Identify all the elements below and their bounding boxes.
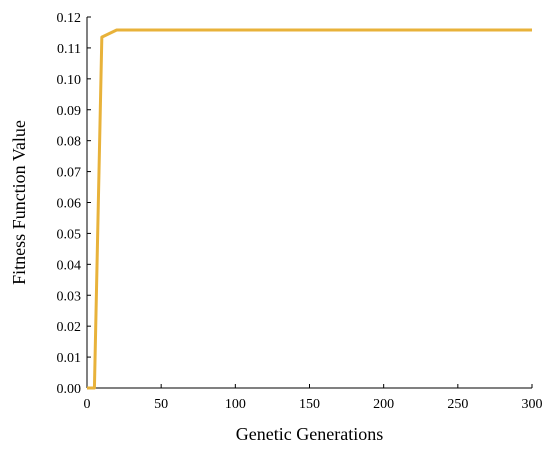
- y-axis-title: Fitness Function Value: [9, 120, 29, 285]
- y-tick-label: 0.08: [57, 135, 82, 150]
- y-tick-label: 0.04: [57, 258, 82, 273]
- y-tick-label: 0.05: [57, 227, 82, 242]
- y-tick-label: 0.06: [57, 197, 82, 212]
- y-ticks: 0.00 0.01 0.02 0.03 0.04 0.05 0.06 0.07 0.08 0.09…: [57, 11, 91, 397]
- x-tick-label: 150: [299, 397, 320, 412]
- x-axis-title: Genetic Generations: [236, 424, 383, 444]
- series-group: [87, 28, 532, 390]
- x-tick-label: 250: [447, 397, 468, 412]
- y-tick-label: 0.02: [57, 320, 82, 335]
- x-tick-label: 200: [373, 397, 394, 412]
- x-tick-label: 300: [522, 397, 543, 412]
- x-tick-label: 50: [154, 397, 168, 412]
- y-tick-label: 0.11: [57, 42, 81, 57]
- y-tick-label: 0.01: [57, 351, 82, 366]
- y-tick-label: 0.10: [57, 73, 82, 88]
- x-tick-label: 100: [225, 397, 246, 412]
- y-tick-label: 0.03: [57, 289, 82, 304]
- x-tick-label: 0: [84, 397, 91, 412]
- y-tick-label: 0.12: [57, 11, 82, 26]
- y-tick-label: 0.00: [57, 382, 82, 397]
- series-line: [87, 28, 532, 390]
- axes: [86, 17, 532, 389]
- y-tick-label: 0.07: [57, 166, 82, 181]
- y-tick-label: 0.09: [57, 104, 82, 119]
- x-ticks: 0 50 100 150 200 250 300: [84, 384, 543, 412]
